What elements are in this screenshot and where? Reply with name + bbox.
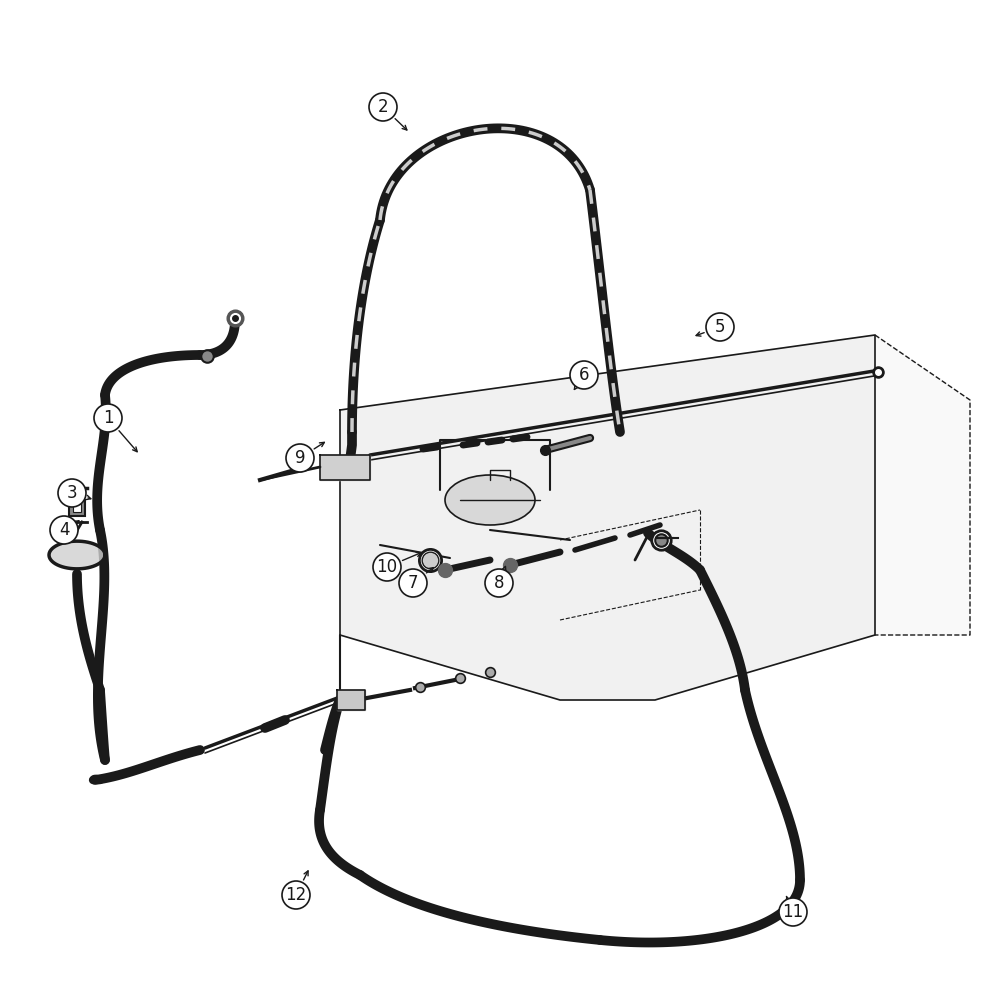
Circle shape <box>779 898 807 926</box>
Circle shape <box>399 569 427 597</box>
Text: 1: 1 <box>103 409 114 427</box>
Circle shape <box>706 313 734 341</box>
Text: 4: 4 <box>59 521 70 539</box>
Text: 2: 2 <box>377 98 388 116</box>
Text: 8: 8 <box>494 574 504 592</box>
Circle shape <box>58 479 86 507</box>
Polygon shape <box>320 455 370 480</box>
Text: 11: 11 <box>783 903 804 921</box>
Text: 9: 9 <box>295 449 305 467</box>
Circle shape <box>94 404 122 432</box>
Circle shape <box>286 444 314 472</box>
Circle shape <box>570 361 598 389</box>
Text: 7: 7 <box>407 574 418 592</box>
Text: 10: 10 <box>376 558 397 576</box>
Polygon shape <box>340 335 875 700</box>
Ellipse shape <box>445 475 535 525</box>
Circle shape <box>50 516 78 544</box>
Polygon shape <box>337 690 365 710</box>
Circle shape <box>369 93 397 121</box>
Circle shape <box>373 553 401 581</box>
Text: 6: 6 <box>579 366 590 384</box>
Polygon shape <box>49 541 105 569</box>
Text: 12: 12 <box>286 886 307 904</box>
Circle shape <box>485 569 513 597</box>
Text: 5: 5 <box>715 318 725 336</box>
Polygon shape <box>875 335 970 635</box>
Text: 3: 3 <box>67 484 78 502</box>
Circle shape <box>282 881 310 909</box>
